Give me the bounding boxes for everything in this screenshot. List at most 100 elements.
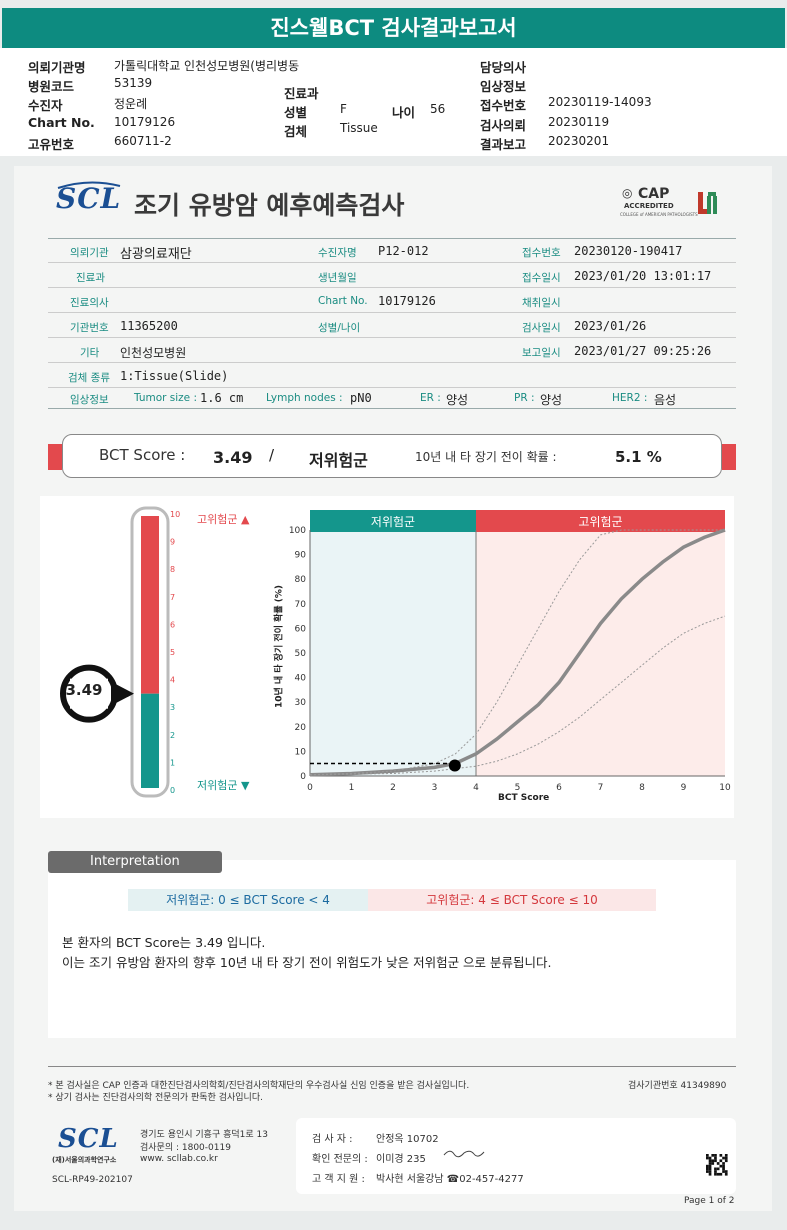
handwritten-signature — [443, 1150, 485, 1158]
receipt-no-label: 접수번호 — [522, 247, 561, 259]
receipt-no-value: 20230120-190417 — [574, 244, 683, 258]
header-value-1: 53139 — [114, 76, 153, 90]
gauge-tick-label: 9 — [170, 538, 175, 547]
score-summary-bar: BCT Score : 3.49 / 저위험군 10년 내 타 장기 전이 확률… — [62, 434, 722, 478]
er-value: 양성 — [446, 393, 469, 407]
gauge-tick-label: 3 — [170, 703, 175, 712]
qr-module — [708, 1162, 712, 1165]
pr-label: PR : — [514, 392, 535, 404]
gauge-pointer — [111, 681, 134, 706]
footer-website[interactable]: www. scllab.co.kr — [140, 1154, 218, 1164]
qr-module — [722, 1170, 725, 1173]
footer-phone: 검사문의 : 1800-0119 — [140, 1143, 231, 1153]
qr-module — [724, 1154, 728, 1157]
patient-header: 의뢰기관명 가톨릭대학교 인천성모병원(병리병동 병원코드 53139 수진자 정운례 Ch… — [0, 48, 787, 156]
chart-x-tick-label: 4 — [473, 783, 479, 793]
gauge-tick-label: 2 — [170, 731, 175, 740]
test-title: 조기 유방암 예후예측검사 — [134, 191, 405, 220]
header-label-2: 수진자 — [28, 98, 63, 113]
gauge-tick-label: 4 — [170, 676, 175, 685]
qr-module — [724, 1159, 728, 1163]
clinical-info-label: 임상정보 — [70, 394, 109, 406]
doc-code: SCL-RP49-202107 — [52, 1175, 133, 1185]
qr-module — [708, 1159, 712, 1163]
chart-no-value: 10179126 — [378, 294, 436, 308]
header-value-2: 정운례 — [114, 97, 148, 111]
chart-y-tick-label: 30 — [295, 698, 307, 708]
tester-label: 검 사 자 : — [312, 1134, 353, 1145]
header-value-4: 660711-2 — [114, 134, 172, 148]
gauge-low-fill — [141, 693, 159, 788]
header-right-label-3: 검사의뢰 — [480, 118, 527, 133]
test-date-label: 검사일시 — [522, 322, 561, 334]
institution-value: 삼광의료재단 — [120, 247, 192, 262]
qr-module — [719, 1154, 723, 1157]
specimen-label: 검체 — [284, 124, 308, 139]
tester-value: 안정옥 10702 — [376, 1134, 439, 1145]
gauge-high-fill — [141, 516, 159, 694]
risk-group-value: 저위험군 — [309, 451, 368, 470]
collection-time-label: 채취일시 — [522, 297, 561, 309]
gauge-high-label: 고위험군 ▲ — [197, 513, 250, 526]
footer-scl-logo: SCL — [58, 1124, 119, 1154]
receipt-time-value: 2023/01/20 13:01:17 — [574, 269, 712, 283]
lm-logo-icon — [698, 192, 717, 214]
cap-small: COLLEGE of AMERICAN PATHOLOGISTS — [620, 212, 698, 217]
support-label: 고 객 지 원 : — [312, 1174, 365, 1185]
chart-score-marker — [448, 759, 461, 772]
header-value-3: 10179126 — [114, 115, 176, 129]
chart-x-tick-label: 5 — [515, 783, 521, 793]
header-label-3: Chart No. — [28, 115, 95, 130]
gauge-tick-label: 0 — [170, 786, 175, 795]
interpretation-line-2: 이는 조기 유방암 환자의 향후 10년 내 타 장기 전이 위험도가 낮은 저… — [62, 955, 552, 970]
gauge-tick-label: 5 — [170, 648, 175, 657]
gauge-tick-label: 1 — [170, 758, 175, 767]
chart-confidence-band-1 — [309, 529, 725, 776]
chart-y-tick-label: 70 — [295, 600, 307, 610]
chart-y-tick-label: 80 — [295, 575, 307, 585]
header-label-0: 의뢰기관명 — [28, 60, 86, 75]
qr-module — [708, 1167, 712, 1171]
scl-logo-swoosh — [57, 181, 121, 189]
qr-module — [722, 1162, 725, 1165]
chart-x-tick-label: 1 — [349, 783, 355, 793]
score-bar-right-accent — [722, 444, 736, 470]
qr-module — [716, 1167, 720, 1171]
chart-y-tick-label: 40 — [295, 674, 307, 684]
chart-x-tick-label: 10 — [719, 783, 731, 793]
qr-module — [708, 1170, 712, 1173]
qr-module — [724, 1156, 728, 1160]
qr-module — [714, 1156, 717, 1160]
patient-name-value: P12-012 — [378, 244, 429, 258]
interpretation-panel: 저위험군: 0 ≤ BCT Score < 4 고위험군: 4 ≤ BCT Sc… — [48, 860, 736, 1038]
signature-box: 검 사 자 : 안정옥 10702 확인 전문의 : 이미경 235 고 객 지… — [296, 1118, 736, 1194]
dept-label: 진료과 — [284, 86, 319, 101]
qr-module — [716, 1172, 720, 1176]
chart-y-axis-label: 10년 내 타 장기 전이 확률 (%) — [274, 584, 285, 709]
chart-y-tick-label: 10 — [295, 747, 307, 757]
scl-logo: SCL — [56, 182, 122, 215]
etc-value: 인천성모병원 — [120, 346, 187, 360]
footer-note-2: * 상기 검사는 진단검사의학 전문의가 판독한 검사입니다. — [48, 1093, 263, 1103]
header-right-value-2: 20230119-14093 — [548, 95, 652, 109]
her2-value: 음성 — [654, 393, 677, 407]
qr-module — [706, 1170, 709, 1173]
qr-module — [708, 1164, 712, 1168]
specialist-value: 이미경 235 — [376, 1154, 426, 1165]
report-time-label: 보고일시 — [522, 347, 561, 359]
gauge-tick-label: 8 — [170, 565, 175, 574]
support-value: 박사현 서울강남 ☎02-457-4277 — [376, 1174, 524, 1185]
qr-module — [722, 1167, 725, 1171]
qr-code-icon — [706, 1154, 728, 1176]
sex-label: 성별 — [284, 105, 308, 120]
tumor-size-label: Tumor size : — [134, 392, 198, 404]
metastasis-prob-value: 5.1 % — [615, 448, 662, 466]
qr-module — [719, 1164, 723, 1168]
qr-module — [724, 1172, 728, 1176]
chart-low-region — [310, 530, 476, 776]
sex-value: F — [340, 102, 347, 116]
chart-y-tick-label: 60 — [295, 624, 307, 634]
cap-badge: ◎ CAP ACCREDITED COLLEGE of AMERICAN PAT… — [620, 186, 698, 220]
low-risk-range: 저위험군: 0 ≤ BCT Score < 4 — [128, 889, 368, 911]
qr-module — [706, 1156, 709, 1160]
